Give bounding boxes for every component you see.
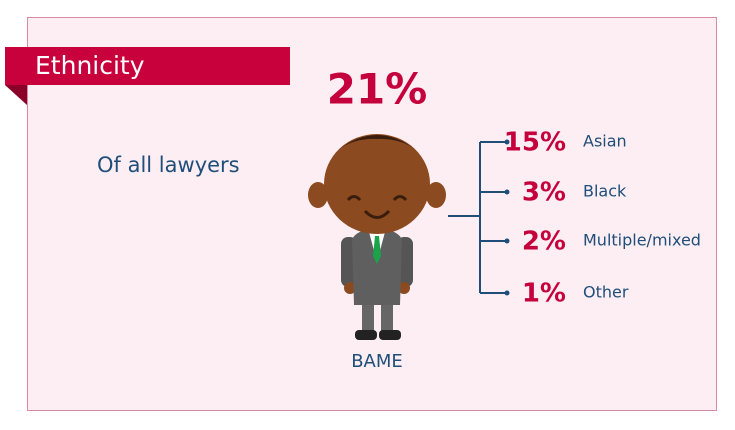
breakdown-value: 15%: [504, 128, 566, 158]
total-label: BAME: [351, 351, 403, 372]
branch-dot: [504, 189, 510, 195]
breakdown-label: Multiple/mixed: [583, 231, 701, 250]
breakdown-value: 3%: [522, 178, 566, 208]
subtitle: Of all lawyers: [97, 153, 240, 177]
banner: [5, 47, 290, 85]
branch-dot: [504, 238, 510, 244]
branch-dot: [504, 290, 510, 296]
title: Ethnicity: [35, 51, 145, 80]
total-value: 21%: [327, 65, 428, 114]
breakdown-value: 2%: [522, 227, 566, 257]
branch-dot: [504, 139, 510, 145]
banner-fold: [5, 85, 27, 105]
person-icon: [308, 134, 446, 340]
breakdown-tree: [448, 141, 506, 294]
breakdown-label: Black: [583, 182, 627, 201]
breakdown-value: 1%: [522, 279, 566, 309]
breakdown-label: Other: [583, 283, 629, 302]
breakdown-label: Asian: [583, 132, 627, 151]
